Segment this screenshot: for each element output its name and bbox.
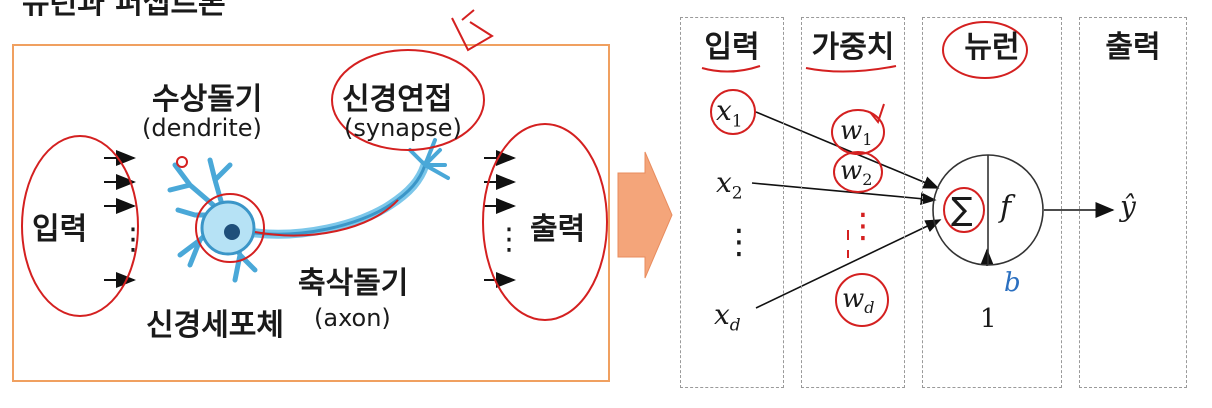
- dendrite-label: 수상돌기: [152, 82, 263, 117]
- bio-input-arrows: [104, 150, 136, 288]
- column-weights: [801, 17, 905, 388]
- bio-output-dots: ⋮: [494, 222, 524, 257]
- column-input: [680, 17, 784, 388]
- sum-symbol: ∑: [951, 190, 973, 228]
- bio-annotations: [21, 9, 608, 321]
- perceptron-annotations: [701, 21, 1028, 327]
- column-output-header: 출력: [1105, 30, 1161, 65]
- page-title: 뉴런과 퍼셉트론: [22, 0, 226, 21]
- neuron-illustration: [167, 138, 450, 283]
- biological-neuron-panel: [12, 44, 610, 382]
- column-output: [1079, 17, 1187, 388]
- axon-label: 축삭돌기: [298, 266, 409, 301]
- soma-label: 신경세포체: [146, 308, 284, 343]
- transition-arrow: [617, 151, 673, 279]
- column-neuron-header: 뉴런: [964, 30, 1020, 65]
- weight-dots: ⋮: [846, 206, 880, 246]
- dendrite-en-label: (dendrite): [142, 114, 262, 142]
- weight-wd: wd: [842, 284, 875, 318]
- input-x1: x1: [716, 94, 743, 132]
- bias-input: 1: [980, 304, 997, 334]
- bio-input-dots: ⋮: [118, 222, 148, 257]
- input-xd: xd: [714, 298, 741, 336]
- bio-input-label: 입력: [32, 212, 88, 247]
- perceptron-neuron: [932, 154, 1044, 266]
- weight-w1: w1: [840, 116, 873, 150]
- output-yhat: ŷ: [1120, 190, 1136, 223]
- input-dots: ⋮: [722, 222, 756, 262]
- input-x2: x2: [716, 166, 743, 204]
- synapse-en-label: (synapse): [344, 114, 462, 142]
- column-neuron: [922, 17, 1062, 388]
- column-input-header: 입력: [704, 30, 760, 65]
- bio-output-label: 출력: [530, 212, 586, 247]
- axon-en-label: (axon): [314, 304, 391, 332]
- synapse-label: 신경연접: [342, 82, 453, 117]
- bio-output-arrows: [484, 150, 516, 288]
- weight-w2: w2: [840, 156, 873, 190]
- activation-function: f: [1000, 190, 1012, 225]
- bias-label: b: [1004, 268, 1021, 298]
- column-weights-header: 가중치: [811, 30, 895, 65]
